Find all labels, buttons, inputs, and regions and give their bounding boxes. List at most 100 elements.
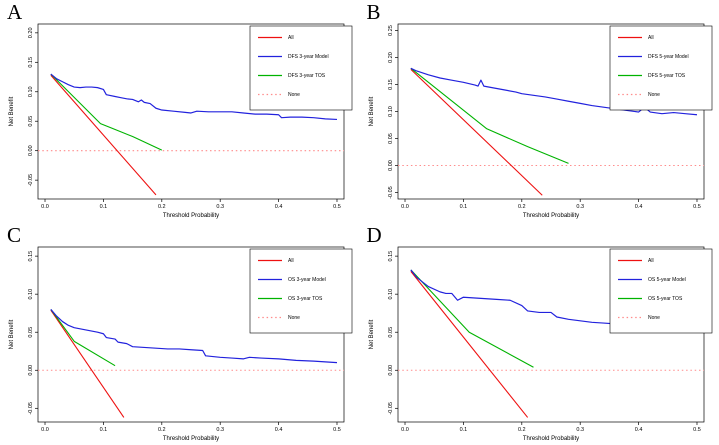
legend-box (249, 25, 353, 111)
legend-label: None (648, 315, 660, 321)
legend-label: OS 3-year TOS (288, 296, 323, 302)
y-tick-label: -0.05 (388, 186, 394, 199)
curve-dfs-5-year-tos (410, 67, 569, 164)
y-tick-label: 0.15 (388, 79, 394, 90)
legend-label: OS 5-year TOS (648, 296, 683, 302)
x-tick-label: 0.1 (459, 427, 467, 433)
curve-os-5-year-tos (409, 268, 534, 368)
x-axis-label: Threshold Probability (522, 436, 578, 442)
x-axis-label: Threshold Probability (522, 213, 578, 219)
panel-a: A 0.0 0.1 0.2 0.3 0.4 0.5 -0.05 0.00 0.05 0.10 0.1… (0, 0, 359, 222)
curve-all (50, 74, 157, 196)
x-tick-label: 0.2 (158, 427, 166, 433)
legend-label: DFS 5-year Model (648, 54, 689, 60)
y-tick-label: 0.20 (28, 27, 34, 38)
plot-border (37, 246, 345, 422)
panel-b: B 0.0 0.1 0.2 0.3 0.4 0.5 -0.05 0.00 0.05 0.10 0.1… (360, 0, 719, 222)
y-tick-label: 0.15 (388, 250, 394, 261)
legend-label: All (648, 35, 654, 41)
y-tick-label: 0.25 (388, 25, 394, 36)
legend-label: All (288, 35, 294, 41)
curve-all (409, 270, 528, 418)
y-tick-label: 0.20 (388, 52, 394, 63)
curve-all (50, 309, 125, 418)
x-tick-label: 0.3 (576, 204, 584, 210)
y-axis-label: Net Benefit (369, 319, 375, 349)
panel-d-plot: 0.0 0.1 0.2 0.3 0.4 0.5 -0.05 0.00 0.05 0.10 0.15 T… (369, 246, 712, 442)
panel-d-letter: D (366, 222, 382, 247)
x-axis-label: Threshold Probability (163, 213, 219, 219)
x-tick-label: 0.4 (275, 427, 283, 433)
panel-a-plot: 0.0 0.1 0.2 0.3 0.4 0.5 -0.05 0.00 0.05 0.10 0.15 0… (9, 23, 353, 219)
y-tick-label: 0.05 (388, 326, 394, 337)
y-tick-label: 0.05 (28, 326, 34, 337)
x-tick-label: 0.4 (275, 204, 283, 210)
x-tick-label: 0.5 (693, 204, 701, 210)
panel-b-letter: B (366, 0, 381, 24)
legend-box (249, 248, 353, 333)
y-tick-label: 0.00 (28, 364, 34, 375)
x-tick-label: 0.3 (216, 427, 224, 433)
x-tick-label: 0.0 (401, 427, 409, 433)
y-tick-label: 0.00 (388, 364, 394, 375)
y-tick-label: -0.05 (28, 174, 34, 187)
y-axis-label: Net Benefit (369, 96, 375, 126)
y-tick-label: 0.00 (388, 160, 394, 171)
legend-box (609, 248, 712, 333)
x-tick-label: 0.2 (158, 204, 166, 210)
legend-label: DFS 3-year Model (288, 54, 329, 60)
panel-d: D 0.0 0.1 0.2 0.3 0.4 0.5 -0.05 0.00 0.05 0.10 0.1… (360, 223, 719, 445)
x-tick-label: 0.1 (100, 204, 108, 210)
curve-os-3-year-tos (50, 308, 116, 366)
y-tick-label: 0.00 (28, 145, 34, 156)
y-tick-label: 0.15 (28, 57, 34, 68)
y-tick-label: 0.05 (388, 133, 394, 144)
legend-label: All (648, 258, 654, 264)
x-tick-label: 0.0 (41, 427, 49, 433)
legend-label: OS 5-year Model (648, 277, 686, 283)
y-tick-label: -0.05 (388, 402, 394, 415)
x-tick-label: 0.1 (100, 427, 108, 433)
x-tick-label: 0.5 (333, 427, 341, 433)
x-tick-label: 0.4 (634, 427, 642, 433)
legend-label: None (288, 315, 300, 321)
x-axis-label: Threshold Probability (163, 436, 219, 442)
x-tick-label: 0.1 (459, 204, 467, 210)
panel-c: C 0.0 0.1 0.2 0.3 0.4 0.5 -0.05 0.00 0.05 0.10 0.1… (0, 223, 359, 445)
x-tick-label: 0.0 (41, 204, 49, 210)
y-tick-label: 0.10 (28, 288, 34, 299)
x-tick-label: 0.2 (517, 204, 525, 210)
y-tick-label: 0.10 (388, 288, 394, 299)
legend-label: OS 3-year Model (288, 277, 326, 283)
legend-box (609, 25, 712, 111)
plot-border (37, 23, 345, 200)
plot-border (397, 246, 704, 422)
legend-label: All (288, 258, 294, 264)
panel-c-plot: 0.0 0.1 0.2 0.3 0.4 0.5 -0.05 0.00 0.05 0.10 0.15 T… (9, 246, 353, 442)
y-tick-label: 0.10 (388, 106, 394, 117)
x-tick-label: 0.5 (693, 427, 701, 433)
curve-os-3-year-model (50, 308, 338, 363)
curve-dfs-3-year-model (50, 73, 338, 121)
y-tick-label: 0.10 (28, 86, 34, 97)
y-tick-label: 0.05 (28, 116, 34, 127)
x-tick-label: 0.0 (401, 204, 409, 210)
legend-label: DFS 5-year TOS (648, 73, 686, 79)
panel-b-plot: 0.0 0.1 0.2 0.3 0.4 0.5 -0.05 0.00 0.05 0.10 0.15 0… (369, 23, 712, 219)
panel-a-letter: A (7, 0, 23, 24)
legend-label: DFS 3-year TOS (288, 73, 326, 79)
y-axis-label: Net Benefit (9, 319, 15, 349)
y-axis-label: Net Benefit (9, 96, 15, 126)
x-tick-label: 0.3 (576, 427, 584, 433)
x-tick-label: 0.2 (517, 427, 525, 433)
y-tick-label: -0.05 (28, 402, 34, 415)
x-tick-label: 0.3 (216, 204, 224, 210)
curve-all (409, 68, 543, 196)
x-tick-label: 0.5 (333, 204, 341, 210)
x-tick-label: 0.4 (634, 204, 642, 210)
legend-label: None (288, 92, 300, 98)
legend-label: None (648, 92, 660, 98)
y-tick-label: 0.15 (28, 250, 34, 261)
panel-c-letter: C (7, 222, 22, 247)
